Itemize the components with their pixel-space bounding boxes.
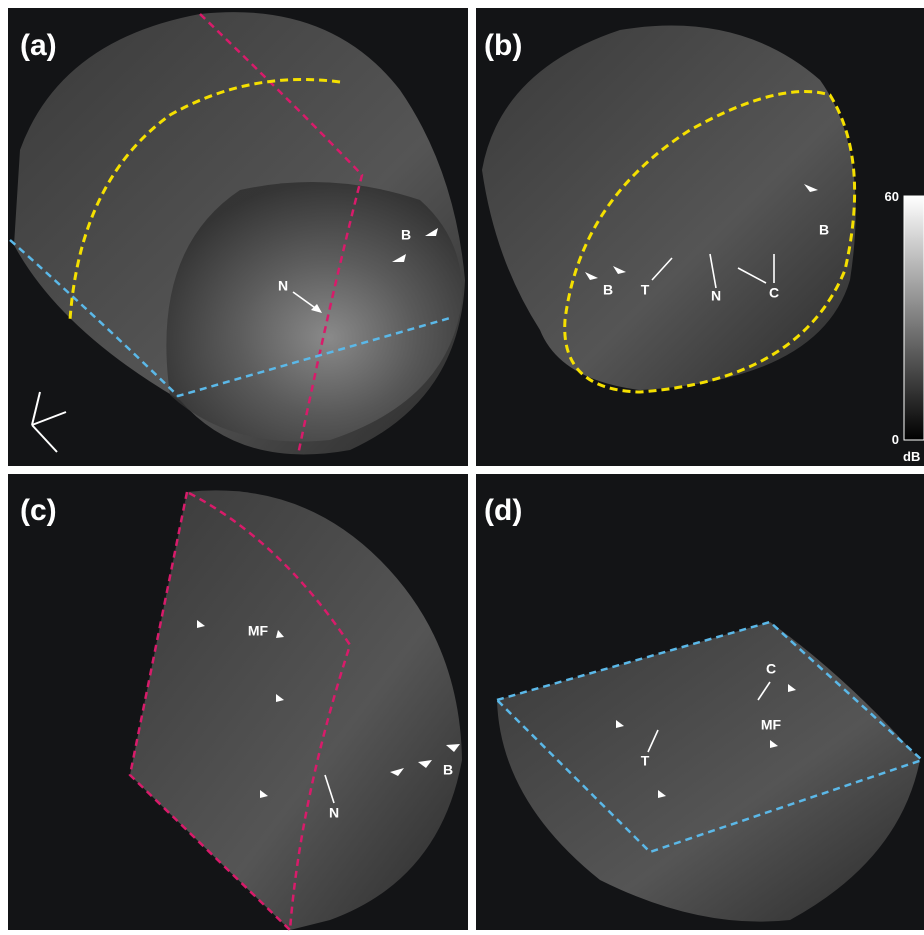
figure: (a) (b) (c) (d) N B B T N C B MF B N C M… [0,0,924,935]
annotation: B [603,282,613,298]
annotation: B [401,227,411,243]
annotation: T [641,282,650,298]
annotation: MF [248,623,269,639]
annotation: MF [761,717,782,733]
annotation: N [711,288,721,304]
page: {"panels": [ {"label": "(a)", "annotatio… [0,0,924,935]
colorbar [904,196,924,440]
colorbar-label: 0 [892,432,899,447]
panel-label: (b) [484,29,522,62]
panel-label: (d) [484,494,522,527]
annotation: B [443,762,453,778]
panel-label: (a) [20,29,57,62]
colorbar-label: 60 [885,189,899,204]
annotation: B [819,222,829,238]
annotation: T [641,753,650,769]
annotation: N [278,278,288,294]
panel-label: (c) [20,494,57,527]
annotation: C [769,285,779,301]
colorbar-unit: dB [903,449,920,464]
annotation: N [329,805,339,821]
annotation: C [766,661,776,677]
